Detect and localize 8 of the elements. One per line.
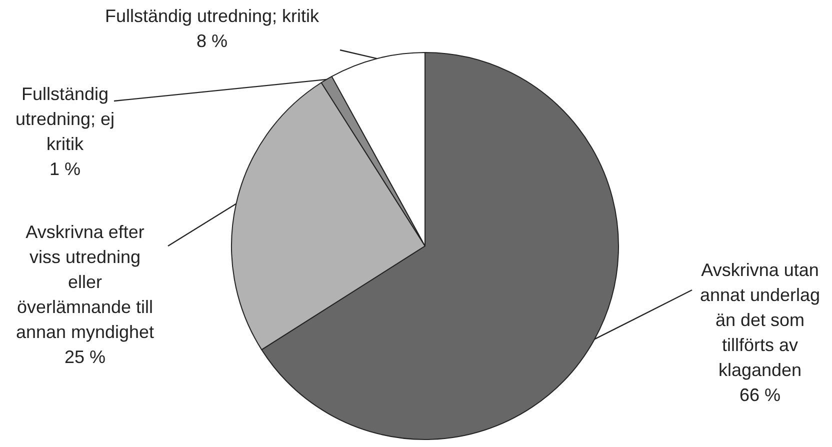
slice-label: Fullständig utredning; kritik (104, 6, 320, 26)
data-label: 66 % (739, 384, 781, 405)
slice-label: Avskrivna efter viss utredning eller överlämnande till annan myndighet (16, 222, 154, 342)
slice-label: Fullständig utredning; ej kritik (15, 84, 115, 154)
data-label: 25 % (64, 346, 106, 367)
data-label: 8 % (196, 30, 228, 51)
data-label: 1 % (49, 158, 81, 179)
slice-label: Avskrivna utan annat underlag än det som tillförts av klaganden (700, 260, 820, 380)
